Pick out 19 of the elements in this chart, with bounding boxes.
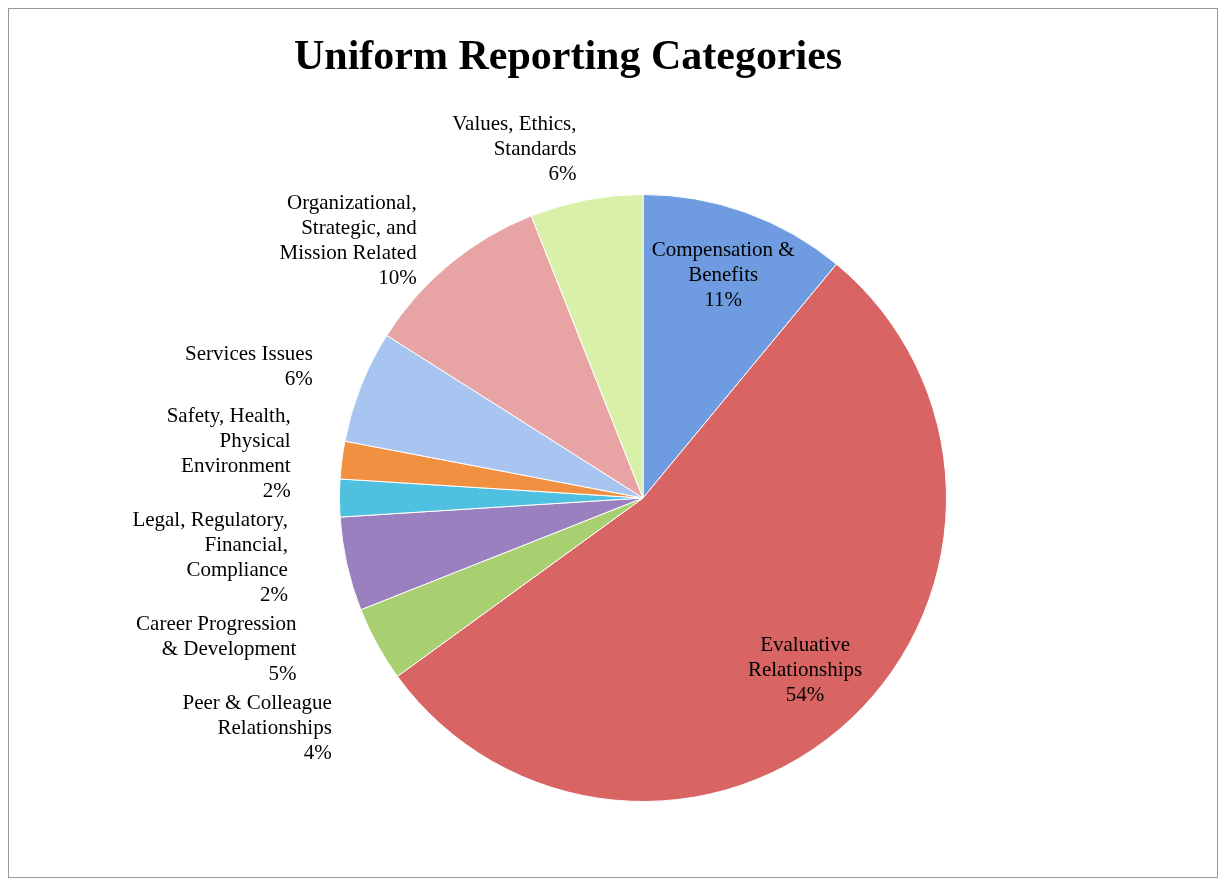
slice-label: Evaluative Relationships xyxy=(747,632,863,682)
data-label: 2% xyxy=(262,477,291,502)
data-label: 11% xyxy=(704,286,743,311)
data-label: 6% xyxy=(548,160,577,185)
data-label: 5% xyxy=(268,660,297,685)
data-label: 4% xyxy=(303,739,332,764)
data-label: 6% xyxy=(284,366,313,391)
slice-label: Legal, Regulatory, Financial, Compliance xyxy=(132,506,288,581)
slice-label: Compensation & Benefits xyxy=(651,236,795,286)
slice-label: Peer & Colleague Relationships xyxy=(182,689,332,739)
slice-label: Organizational, Strategic, and Mission Related xyxy=(279,189,418,264)
slice-label: Services Issues xyxy=(185,341,313,366)
slice-label: Values, Ethics, Standards xyxy=(452,110,577,160)
data-label: 10% xyxy=(378,264,417,289)
data-label: 54% xyxy=(785,682,825,707)
slice-label: Career Progression & Development xyxy=(136,610,297,660)
chart-title: Uniform Reporting Categories xyxy=(294,31,843,79)
slice-label: Safety, Health, Physical Environment xyxy=(166,402,291,477)
data-label: 2% xyxy=(259,581,288,606)
